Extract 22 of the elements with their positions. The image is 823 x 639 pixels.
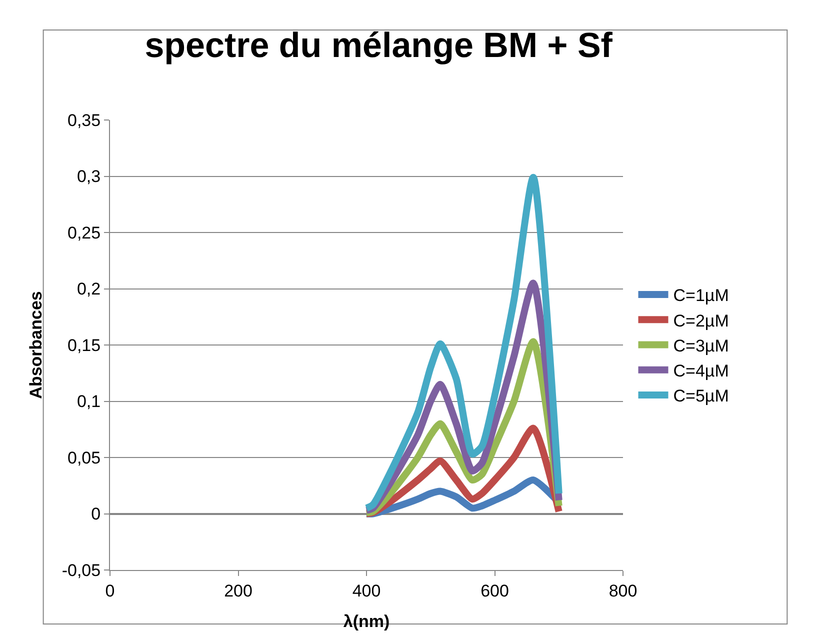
x-tick-label: 800 bbox=[608, 581, 638, 600]
x-tick-label: 0 bbox=[105, 581, 115, 600]
y-tick-label: 0 bbox=[91, 504, 101, 524]
y-tick-label: 0,05 bbox=[68, 448, 101, 468]
y-axis-title: Absorbances bbox=[26, 291, 46, 399]
chart-title: spectre du mélange BM + Sf bbox=[144, 26, 613, 65]
x-tick-label: 400 bbox=[352, 581, 381, 600]
legend-label: C=1µM bbox=[673, 286, 729, 306]
x-axis-title: λ(nm) bbox=[343, 612, 390, 631]
y-tick-label: 0,3 bbox=[76, 167, 101, 186]
y-tick-label: -0,05 bbox=[62, 560, 101, 580]
legend-label: C=5µM bbox=[673, 386, 729, 406]
y-tick-label: 0,2 bbox=[76, 280, 101, 299]
x-tick-label: 600 bbox=[480, 581, 509, 600]
y-tick-label: 0,15 bbox=[68, 336, 101, 355]
y-tick-label: 0,35 bbox=[68, 110, 101, 130]
legend-label: C=3µM bbox=[673, 336, 729, 356]
legend-label: C=4µM bbox=[673, 361, 729, 380]
y-tick-label: 0,1 bbox=[76, 392, 101, 412]
x-tick-label: 200 bbox=[224, 581, 252, 600]
y-tick-label: 0,25 bbox=[68, 223, 101, 242]
legend-label: C=2µM bbox=[673, 311, 729, 330]
